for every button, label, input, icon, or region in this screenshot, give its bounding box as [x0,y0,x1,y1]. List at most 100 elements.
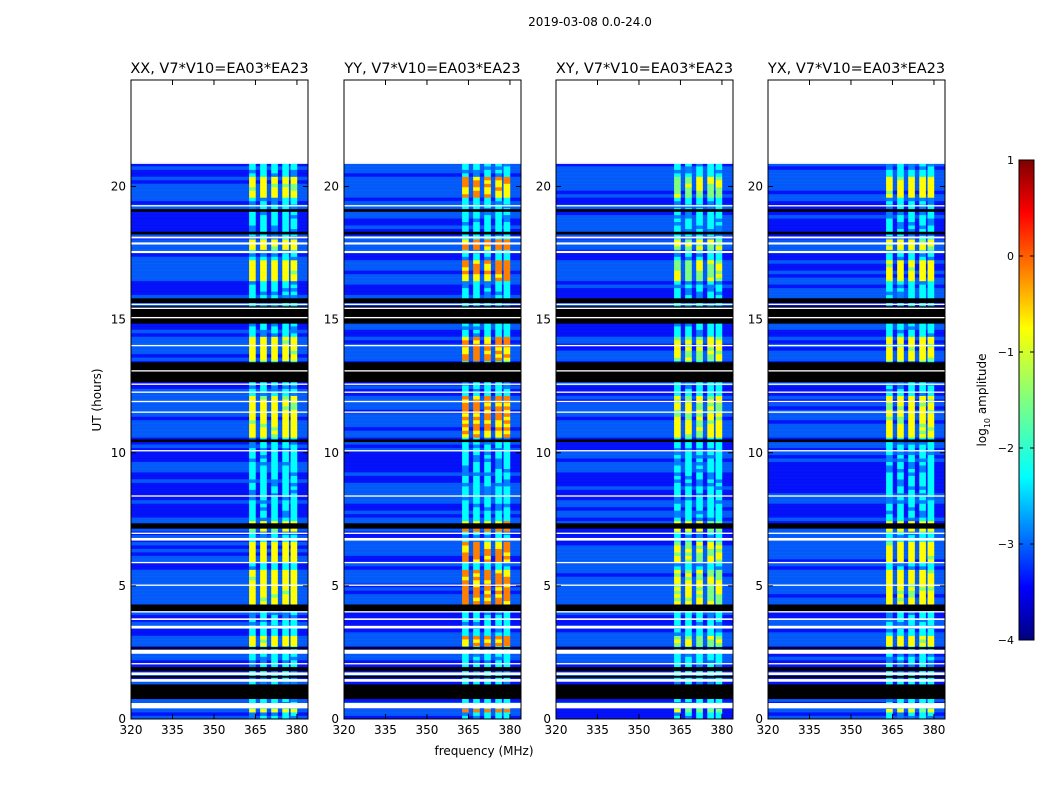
rfi-cell [462,527,469,532]
rfi-cell [696,517,703,522]
rfi-cell [503,475,511,480]
rfi-cell [282,593,289,598]
rfi-cell [473,513,480,518]
heatmap-strip [768,357,945,362]
rfi-cell [484,346,491,351]
rfi-cell [462,301,469,306]
heatmap-strip [344,541,521,546]
rfi-cell [715,263,723,268]
rfi-cell [908,263,915,268]
rfi-cell [897,698,904,703]
heatmap-strip [344,611,521,616]
heatmap-strip [556,280,733,285]
blank-band [344,679,521,682]
rfi-cell [462,611,469,616]
heatmap-strip [131,419,308,424]
rfi-cell [484,169,491,174]
rfi-cell [897,392,904,396]
rfi-cell [290,715,298,719]
heatmap-strip [344,468,521,473]
blank-band [556,307,733,309]
rfi-cell [290,430,298,435]
rfi-cell [908,200,915,205]
rfi-cell [260,419,267,424]
rfi-cell [897,492,904,497]
heatmap-strip [768,179,945,184]
rfi-cell [503,332,511,337]
rfi-cell [503,513,511,518]
rfi-cell [271,336,278,341]
rfi-cell [503,572,511,577]
rfi-cell [897,506,904,511]
rfi-cell [462,357,469,362]
rfi-cell [696,534,703,539]
rfi-cell [897,277,904,282]
rfi-cell [715,294,723,299]
rfi-cell [249,273,256,278]
rfi-cell [473,423,480,428]
rfi-cell [919,656,926,661]
rfi-cell [271,284,278,289]
rfi-cell [260,280,267,285]
heatmap-strip [131,325,308,330]
rfi-cell [484,611,491,616]
rfi-cell [886,322,893,327]
heatmap-strip [556,256,733,261]
rfi-cell [271,496,278,501]
rfi-cell [495,618,502,623]
rfi-cell [473,183,480,188]
heatmap-strip [556,385,733,390]
heatmap-strip [768,517,945,522]
rfi-cell [707,468,714,473]
rfi-cell [282,193,289,198]
rfi-cell [495,325,502,330]
rfi-cell [290,437,298,442]
rfi-cell [503,190,511,195]
rfi-cell [495,496,502,501]
rfi-cell [462,569,469,574]
heatmap-strip [768,301,945,306]
rfi-cell [897,565,904,570]
rfi-cell [462,190,469,195]
heatmap-strip [768,353,945,358]
rfi-cell [484,579,491,584]
rfi-cell [271,621,278,626]
rfi-cell [290,197,298,202]
heatmap-strip [768,639,945,643]
rfi-cell [715,277,723,282]
rfi-cell [715,440,723,445]
rfi-cell [462,454,469,459]
rfi-cell [715,472,723,476]
rfi-cell [484,555,491,560]
rfi-cell [685,632,692,636]
heatmap-strip [131,246,308,250]
rfi-cell [685,280,692,285]
rfi-cell [473,277,480,282]
heatmap-strip [556,451,733,456]
heatmap-strip [768,221,945,226]
heatmap-cells [768,162,945,719]
heatmap-strip [768,277,945,282]
rfi-cell [707,510,714,515]
rfi-cell [495,663,502,668]
rfi-cell [685,593,692,598]
rfi-cell [473,200,480,205]
rfi-cell [674,698,681,703]
rfi-cell [484,166,491,170]
rfi-cell [282,444,289,449]
heatmap-strip [131,214,308,219]
rfi-cell [897,496,904,501]
heatmap-strip [344,388,521,393]
flagged-band [344,684,521,700]
rfi-cell [290,388,298,393]
rfi-cell [707,562,714,567]
rfi-cell [473,270,480,275]
heatmap-strip [131,475,308,480]
heatmap-strip [556,517,733,522]
rfi-cell [462,715,469,719]
heatmap-strip [768,172,945,177]
heatmap-strip [344,496,521,501]
rfi-cell [897,169,904,174]
rfi-cell [927,499,935,504]
rfi-cell [495,228,502,233]
